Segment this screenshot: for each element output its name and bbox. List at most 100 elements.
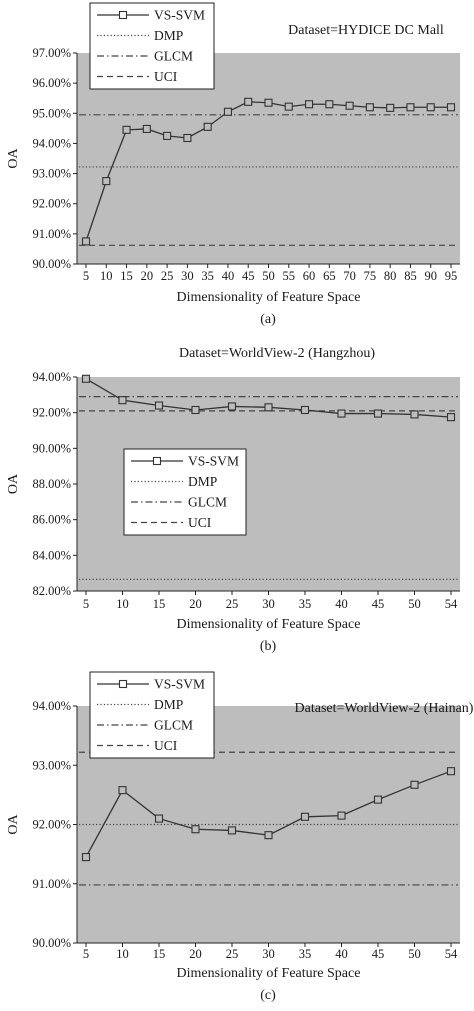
vs-svm-point bbox=[284, 102, 293, 111]
x-tick-label: 10 bbox=[116, 597, 129, 611]
vs-svm-point bbox=[81, 374, 91, 383]
vs-svm-point bbox=[142, 124, 151, 134]
chart-panel-3: 90.00% 91.00% 92.00% 93.00% 94.00% 5 10 15 20 25 3… bbox=[6, 671, 474, 1003]
vs-svm-point bbox=[183, 133, 192, 143]
x-tick-label: 15 bbox=[120, 269, 133, 283]
x-tick-label: 15 bbox=[153, 947, 166, 961]
vs-svm-point bbox=[337, 409, 346, 418]
x-tick-label: 5 bbox=[83, 947, 89, 961]
vs-svm-point bbox=[410, 780, 419, 789]
chart-panel-1: 90.00% 91.00% 92.00% 93.00% 94.00% 95.00% 96.0… bbox=[6, 2, 460, 327]
legend-label: VS-SVM bbox=[188, 454, 239, 469]
y-axis-label: OA bbox=[6, 148, 21, 169]
legend-box bbox=[89, 671, 215, 759]
panel-label: (a) bbox=[260, 312, 276, 327]
x-tick-label: 30 bbox=[262, 947, 275, 961]
x-tick-label: 30 bbox=[262, 597, 275, 611]
y-tick-label: 92.00% bbox=[32, 406, 71, 420]
x-tick-label: 25 bbox=[226, 597, 239, 611]
vs-svm-point bbox=[305, 100, 314, 109]
vs-svm-point bbox=[223, 107, 232, 116]
legend-marker-vs-svm bbox=[152, 456, 162, 466]
y-tick-label: 82.00% bbox=[32, 584, 71, 598]
x-tick-label: 60 bbox=[303, 269, 316, 283]
vs-svm-point bbox=[446, 413, 456, 422]
x-tick-label: 45 bbox=[372, 947, 385, 961]
x-tick-label: 40 bbox=[335, 597, 348, 611]
vs-svm-point bbox=[410, 410, 419, 419]
y-axis-label: OA bbox=[6, 473, 21, 494]
vs-svm-point bbox=[365, 103, 374, 112]
x-tick-label: 50 bbox=[408, 947, 421, 961]
y-tick-label: 92.00% bbox=[32, 197, 71, 211]
vs-svm-point bbox=[373, 795, 383, 804]
vs-svm-point bbox=[300, 812, 310, 821]
y-tick-label: 91.00% bbox=[32, 227, 71, 241]
legend-marker-vs-svm bbox=[118, 679, 128, 689]
x-tick-label: 85 bbox=[404, 269, 417, 283]
x-tick-label: 25 bbox=[161, 269, 174, 283]
legend-label: UCI bbox=[188, 515, 212, 530]
legend-label: VS-SVM bbox=[154, 677, 205, 692]
vs-svm-point bbox=[345, 101, 354, 110]
y-tick-label: 88.00% bbox=[32, 477, 71, 491]
x-tick-label: 30 bbox=[181, 269, 194, 283]
y-tick-label: 91.00% bbox=[32, 877, 71, 891]
y-tick-label: 84.00% bbox=[32, 548, 71, 562]
x-axis-label: Dimensionality of Feature Space bbox=[177, 290, 361, 305]
vs-svm-point bbox=[102, 177, 111, 186]
vs-svm-point bbox=[154, 814, 164, 823]
x-tick-label: 55 bbox=[283, 269, 296, 283]
vs-svm-point bbox=[163, 131, 172, 140]
vs-svm-point bbox=[373, 409, 383, 418]
vs-svm-point bbox=[203, 122, 212, 131]
x-tick-label: 75 bbox=[364, 269, 377, 283]
x-tick-label: 35 bbox=[201, 269, 214, 283]
vs-svm-point bbox=[446, 103, 456, 112]
y-tick-label: 93.00% bbox=[32, 758, 71, 772]
vs-svm-point bbox=[154, 401, 164, 410]
vs-svm-point bbox=[386, 103, 395, 112]
x-tick-label: 25 bbox=[226, 947, 239, 961]
vs-svm-point bbox=[191, 405, 200, 415]
vs-svm-point bbox=[118, 786, 127, 795]
legend-label: GLCM bbox=[154, 718, 193, 733]
dataset-annotation: Dataset=HYDICE DC Mall bbox=[288, 23, 444, 38]
vs-svm-point bbox=[118, 396, 127, 405]
y-axis-label: OA bbox=[6, 814, 21, 835]
x-tick-label: 45 bbox=[242, 269, 255, 283]
x-tick-label: 40 bbox=[335, 947, 348, 961]
x-tick-label: 54 bbox=[445, 947, 458, 961]
legend-label: UCI bbox=[154, 69, 178, 84]
y-tick-label: 93.00% bbox=[32, 167, 71, 181]
vs-svm-point bbox=[264, 98, 273, 107]
vs-svm-point bbox=[191, 825, 200, 834]
y-tick-label: 90.00% bbox=[32, 257, 71, 271]
vs-svm-point bbox=[426, 103, 435, 112]
y-tick-label: 90.00% bbox=[32, 441, 71, 455]
legend-marker-vs-svm bbox=[118, 10, 128, 20]
vs-svm-point bbox=[300, 405, 310, 415]
legend-label: GLCM bbox=[154, 49, 193, 64]
x-tick-label: 10 bbox=[116, 947, 129, 961]
x-tick-label: 5 bbox=[83, 269, 89, 283]
x-tick-label: 95 bbox=[445, 269, 458, 283]
legend: VS-SVM DMP GLCM UCI bbox=[123, 448, 247, 536]
y-tick-label: 95.00% bbox=[32, 106, 71, 120]
x-tick-label: 45 bbox=[372, 597, 385, 611]
y-tick-label: 97.00% bbox=[32, 46, 71, 60]
legend-box bbox=[89, 2, 215, 90]
vs-svm-point bbox=[81, 237, 91, 246]
chart-panel-2: 82.00% 84.00% 86.00% 88.00% 90.00% 92.00% 94.0… bbox=[6, 346, 460, 654]
chart-title: Dataset=WorldView-2 (Hangzhou) bbox=[179, 346, 375, 361]
x-tick-label: 35 bbox=[299, 947, 312, 961]
x-tick-label: 10 bbox=[100, 269, 113, 283]
x-tick-label: 20 bbox=[189, 947, 202, 961]
vs-svm-point bbox=[227, 402, 237, 411]
vs-svm-point bbox=[81, 853, 91, 862]
y-tick-label: 94.00% bbox=[32, 136, 71, 150]
x-tick-label: 15 bbox=[153, 597, 166, 611]
legend-label: DMP bbox=[188, 474, 217, 489]
y-tick-label: 94.00% bbox=[32, 699, 71, 713]
